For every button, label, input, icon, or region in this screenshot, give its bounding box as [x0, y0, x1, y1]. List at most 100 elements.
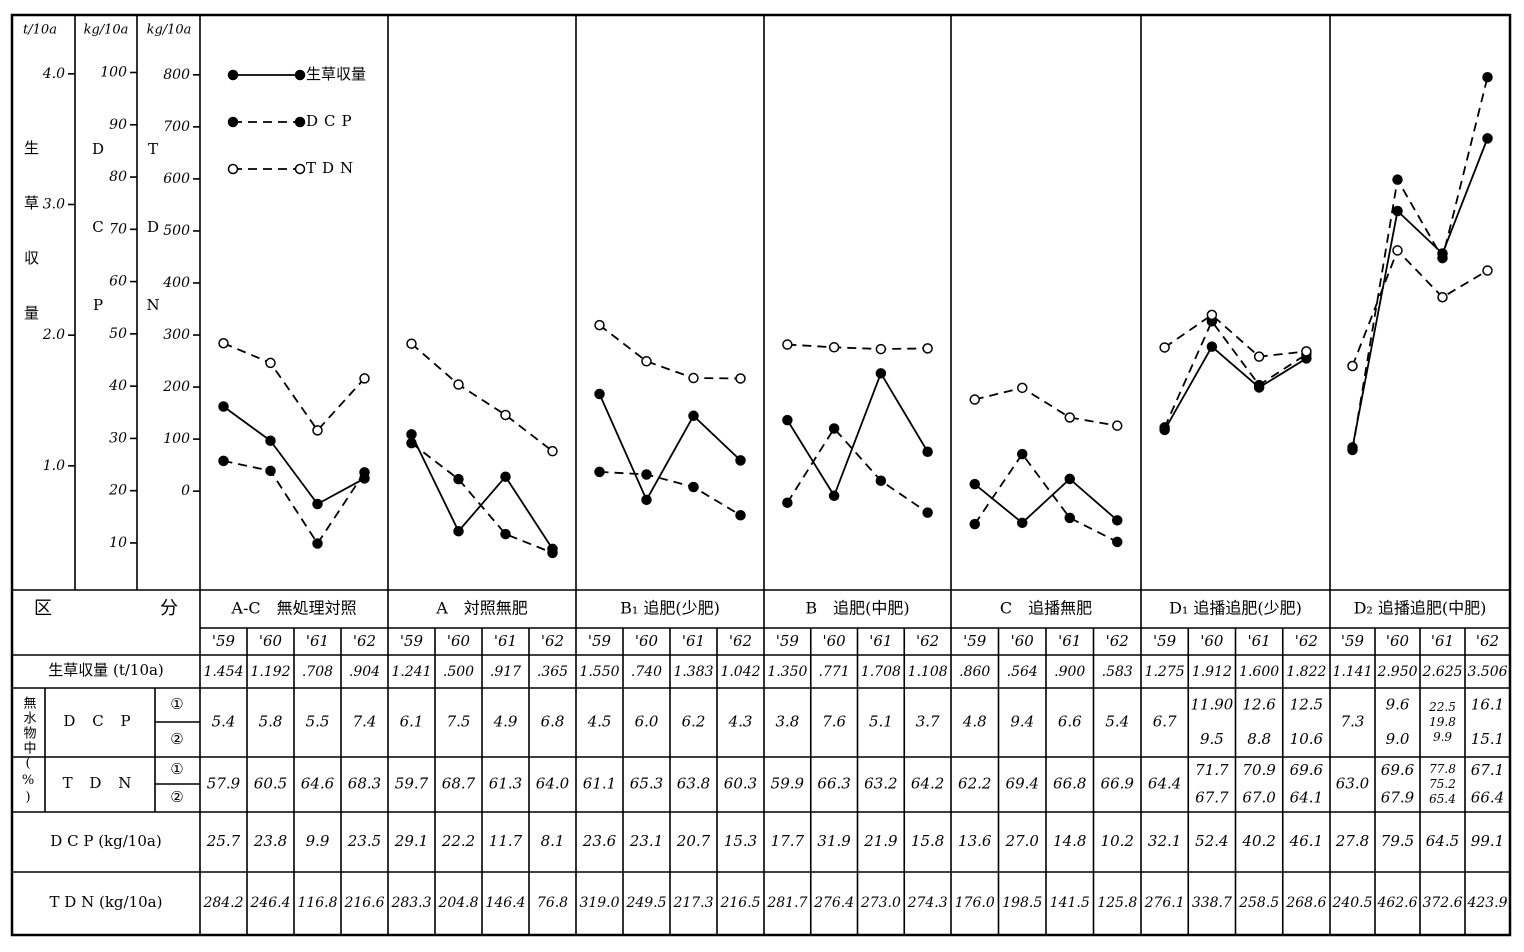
row-label: D C P [63, 712, 136, 730]
table-cell: 6.6 [1058, 713, 1082, 731]
table-cell: 22.5 [1428, 700, 1456, 714]
row-label: 生草収量 (t/10a) [48, 661, 164, 679]
row-label: ② [170, 730, 183, 748]
table-cell: 16.1 [1471, 695, 1504, 713]
year-label: '59 [212, 632, 236, 650]
data-point [735, 455, 746, 466]
table-cell: 258.5 [1238, 895, 1279, 911]
y-tick-label: 70 [109, 221, 127, 237]
table-cell: 4.3 [728, 713, 753, 731]
table-cell: 61.3 [489, 775, 522, 793]
year-label: '59 [588, 632, 612, 650]
table-cell: 6.0 [635, 713, 659, 731]
data-point [453, 473, 464, 485]
y-tick-label: 300 [163, 327, 190, 343]
data-point [1482, 133, 1493, 144]
table-cell: 99.1 [1471, 832, 1504, 850]
data-point [735, 373, 746, 384]
group-title: D₂ 追播追肥(中肥) [1354, 599, 1487, 618]
table-cell: 11.7 [489, 832, 523, 850]
table-cell: 11.90 [1190, 695, 1233, 713]
table-cell: 9.9 [306, 832, 330, 850]
y-tick-label: 2.0 [42, 327, 65, 343]
table-cell: .365 [537, 664, 568, 680]
table-cell: 23.8 [253, 832, 287, 850]
table-cell: 79.5 [1381, 832, 1414, 850]
row-label: ① [170, 760, 183, 778]
data-point [922, 507, 933, 518]
axis-unit: t/10a [23, 23, 57, 38]
data-point [547, 445, 558, 457]
table-cell: 1.912 [1192, 664, 1232, 680]
table-cell: 69.4 [1006, 775, 1039, 793]
data-point [218, 401, 229, 412]
data-point [641, 494, 652, 506]
table-cell: 217.3 [672, 895, 713, 911]
data-point [1301, 346, 1312, 357]
table-cell: 12.5 [1290, 695, 1323, 713]
year-label: '62 [1476, 632, 1499, 650]
table-cell: 4.8 [962, 713, 987, 731]
y-tick-label: 30 [109, 430, 127, 446]
data-point [1064, 412, 1075, 423]
series-line [1351, 248, 1488, 367]
table-cell: 9.9 [1433, 730, 1452, 744]
y-tick-label: 200 [162, 379, 190, 395]
table-cell: 4.9 [493, 713, 518, 731]
data-point [922, 446, 933, 457]
table-cell: 57.9 [207, 775, 241, 793]
table-cell: 1.042 [720, 664, 760, 680]
table-cell: 63.2 [864, 775, 897, 793]
table-cell: 63.0 [1336, 775, 1370, 793]
data-point [1112, 515, 1123, 526]
legend-marker [294, 69, 306, 81]
table-cell: 29.1 [394, 832, 428, 850]
axis-unit: kg/10a [147, 23, 192, 38]
year-label: '61 [1248, 632, 1271, 650]
table-cell: 1.600 [1239, 664, 1279, 680]
table-cell: 268.6 [1285, 895, 1326, 911]
table-cell: 276.1 [1144, 895, 1185, 911]
table-cell: 59.7 [395, 775, 429, 793]
data-point [828, 490, 840, 502]
year-label: '62 [353, 632, 376, 650]
table-cell: 4.5 [587, 713, 612, 731]
table-cell: 1.550 [579, 664, 619, 680]
data-point [265, 465, 276, 477]
data-point [782, 414, 793, 426]
data-point [1017, 382, 1028, 394]
table-cell: 67.1 [1471, 761, 1504, 779]
series-line [786, 371, 929, 498]
table-cell: 176.0 [955, 895, 995, 911]
table-cell: 15.3 [724, 832, 757, 850]
table-cell: 274.3 [907, 895, 948, 911]
table-cell: 67.9 [1381, 788, 1415, 806]
table-cell: 71.7 [1195, 761, 1229, 779]
data-point [1347, 360, 1358, 372]
table-cell: 19.8 [1429, 715, 1456, 729]
table-cell: .708 [302, 664, 333, 680]
row-label: 区 分 [34, 598, 178, 619]
table-cell: 276.4 [813, 895, 854, 911]
year-label: '60 [1011, 632, 1035, 650]
year-label: '60 [1200, 632, 1224, 650]
table-cell: 68.7 [442, 775, 476, 793]
data-point [265, 357, 276, 369]
table-cell: 3.7 [916, 713, 940, 731]
table-cell: 9.6 [1386, 695, 1410, 713]
table-cell: 66.9 [1101, 775, 1135, 793]
data-point [641, 469, 652, 480]
table-cell: 64.0 [536, 775, 570, 793]
y-tick-label: 500 [163, 223, 190, 239]
table-cell: 23.1 [629, 832, 663, 850]
table-cell: 1.241 [391, 664, 431, 680]
data-point [1017, 517, 1028, 529]
data-point [594, 319, 605, 331]
table-cell: 6.7 [1153, 713, 1177, 731]
legend-marker [227, 163, 239, 175]
table-cell: 13.6 [958, 832, 992, 850]
table-cell: 23.6 [582, 832, 617, 850]
table-cell: 281.7 [766, 895, 807, 911]
y-tick-label: 100 [100, 65, 127, 81]
table-cell: 7.6 [822, 713, 846, 731]
